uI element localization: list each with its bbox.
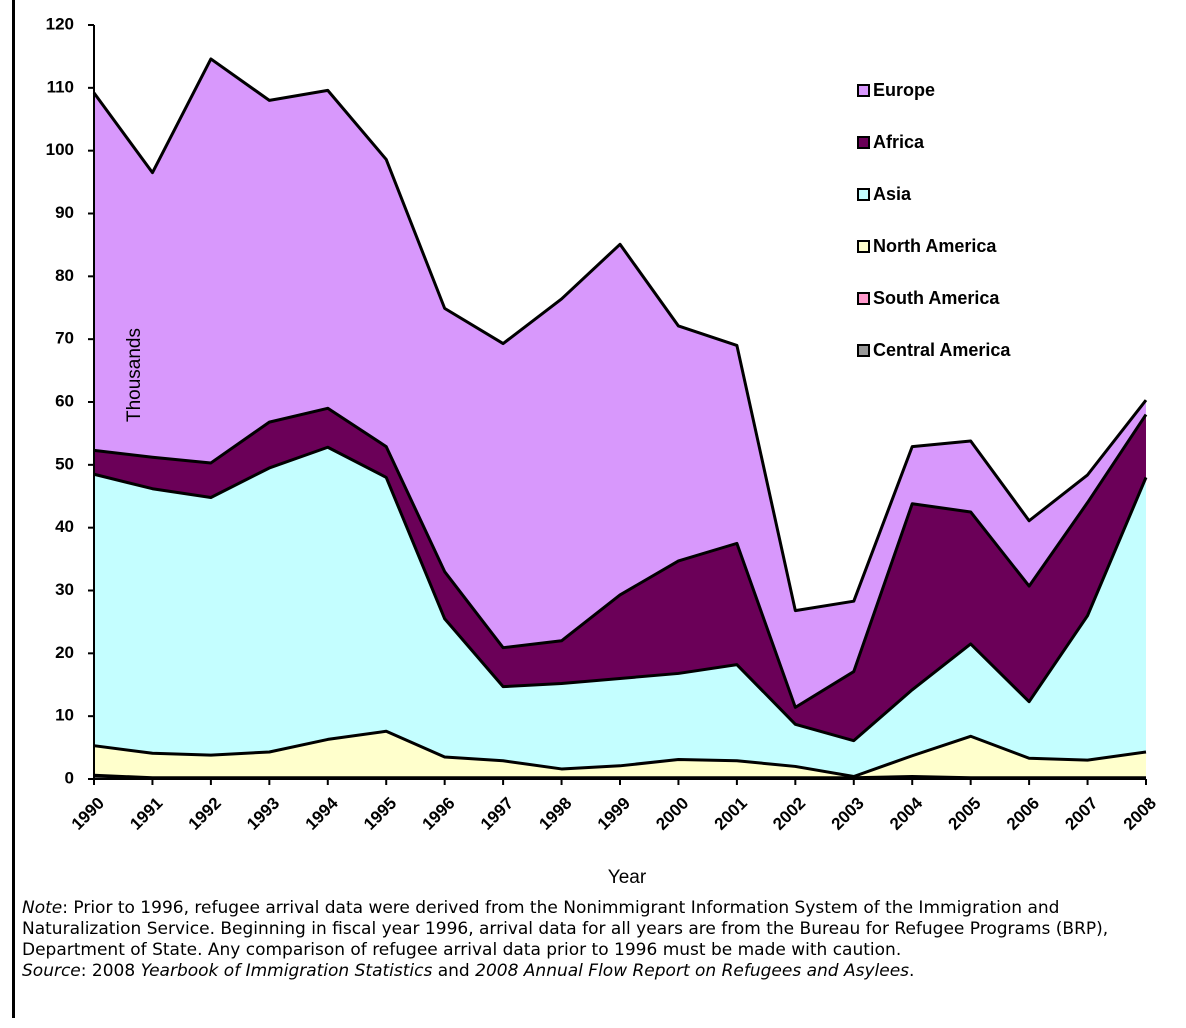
legend-label: Europe bbox=[873, 80, 935, 100]
area bbox=[94, 408, 1146, 741]
legend-swatch bbox=[857, 240, 870, 253]
chart: Year 0 10 20 30 40 50 60 70 80 90 100 110 120 1990 199… bbox=[46, 14, 1160, 888]
area bbox=[94, 731, 1146, 778]
source-title: 2008 Annual Flow Report on Refugees and … bbox=[475, 961, 910, 981]
legend-swatch bbox=[857, 136, 870, 149]
y-axis-label: Thousands bbox=[124, 328, 145, 422]
x-tick-label: 1999 bbox=[594, 794, 634, 834]
x-tick-label: 2001 bbox=[711, 794, 751, 834]
x-tick-label: 1993 bbox=[243, 794, 283, 834]
y-tick-label: 70 bbox=[55, 329, 74, 348]
x-tick-label: 2005 bbox=[944, 794, 984, 834]
left-rule bbox=[12, 0, 15, 1018]
y-tick-label: 20 bbox=[55, 643, 74, 662]
legend-label: Central America bbox=[873, 340, 1011, 360]
x-tick-label: 1992 bbox=[185, 794, 225, 834]
source: Source: 2008 Yearbook of Immigration Sta… bbox=[22, 961, 1162, 982]
legend-label: South America bbox=[873, 288, 1000, 308]
y-tick-label: 50 bbox=[55, 454, 74, 473]
area bbox=[94, 447, 1146, 777]
legend-label: Asia bbox=[873, 184, 912, 204]
area-edge bbox=[93, 445, 1148, 743]
source-text: and bbox=[432, 961, 476, 981]
y-tick-label: 110 bbox=[47, 77, 74, 96]
source-title: Yearbook of Immigration Statistics bbox=[140, 961, 433, 981]
notes: Note: Prior to 1996, refugee arrival dat… bbox=[22, 898, 1162, 982]
area bbox=[94, 58, 1146, 708]
y-tick-label: 100 bbox=[46, 140, 74, 159]
x-tick-label: 2006 bbox=[1003, 794, 1043, 834]
y-tick-label: 90 bbox=[55, 203, 74, 222]
area-edge bbox=[93, 773, 1146, 780]
x-tick-label: 2008 bbox=[1120, 794, 1160, 834]
y-tick-label: 30 bbox=[55, 580, 74, 599]
note-text: : Prior to 1996, refugee arrival data we… bbox=[22, 898, 1109, 960]
x-tick-label: 1990 bbox=[68, 794, 108, 834]
note-label: Note bbox=[22, 898, 63, 918]
area-edge bbox=[92, 57, 1148, 613]
y-tick-label: 0 bbox=[65, 768, 74, 787]
legend-swatch bbox=[857, 292, 870, 305]
source-text: . bbox=[909, 961, 915, 981]
area-edge bbox=[93, 406, 1148, 709]
x-tick-label: 1995 bbox=[360, 794, 400, 834]
y-tick-label: 60 bbox=[55, 391, 74, 410]
y-tick-label: 10 bbox=[55, 706, 74, 725]
x-tick-label: 2002 bbox=[769, 794, 809, 834]
y-tick-label: 120 bbox=[46, 14, 74, 33]
x-tick-label: 1996 bbox=[418, 794, 458, 834]
note: Note: Prior to 1996, refugee arrival dat… bbox=[22, 898, 1162, 961]
source-label: Source bbox=[22, 961, 81, 981]
area-edge bbox=[93, 729, 1147, 778]
source-text: : 2008 bbox=[80, 961, 141, 981]
x-tick-label: 1997 bbox=[477, 794, 517, 834]
x-tick-label: 1994 bbox=[302, 793, 343, 834]
legend-label: North America bbox=[873, 236, 997, 256]
x-axis-label: Year bbox=[608, 867, 647, 888]
y-tick-label: 80 bbox=[55, 266, 74, 285]
x-tick-label: 2007 bbox=[1061, 794, 1101, 834]
x-tick-label: 2003 bbox=[828, 794, 868, 834]
x-tick-label: 2004 bbox=[886, 793, 927, 834]
x-tick-label: 1991 bbox=[126, 794, 166, 834]
y-tick-label: 40 bbox=[55, 517, 74, 536]
legend-swatch bbox=[857, 344, 870, 357]
legend-label: Africa bbox=[873, 132, 925, 152]
legend-swatch bbox=[857, 84, 870, 97]
x-tick-label: 2000 bbox=[652, 794, 692, 834]
x-tick-label: 1998 bbox=[535, 794, 575, 834]
legend-swatch bbox=[857, 188, 870, 201]
